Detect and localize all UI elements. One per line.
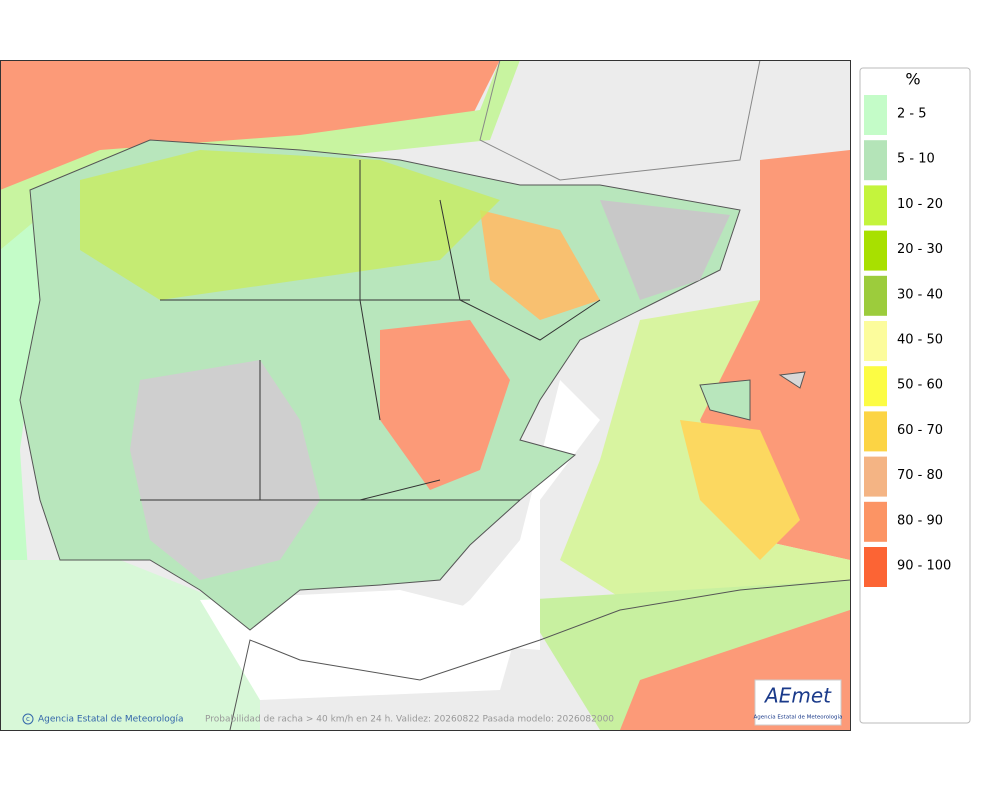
logo-subtitle: Agencia Estatal de Meteorología	[754, 714, 843, 721]
legend-swatch	[864, 366, 887, 407]
logo-name: AEmet	[763, 684, 832, 708]
copyright-c: c	[26, 715, 30, 723]
legend-label: 5 - 10	[897, 152, 935, 167]
legend-label: 30 - 40	[897, 287, 943, 302]
legend-swatch	[864, 230, 887, 271]
credit: Agencia Estatal de Meteorología	[38, 715, 184, 725]
legend-title: %	[905, 70, 920, 89]
legend-swatch	[864, 321, 887, 361]
legend-items: 2 - 5 5 - 10 10 - 20 20 - 30 30 - 40 40 - 50 5…	[864, 95, 951, 587]
map-frame	[0, 60, 851, 731]
legend-label: 40 - 50	[897, 333, 943, 348]
legend-label: 90 - 100	[897, 559, 951, 574]
legend-label: 60 - 70	[897, 423, 943, 438]
legend-swatch	[864, 411, 887, 452]
legend-label: 80 - 90	[897, 513, 943, 528]
logo-box	[754, 679, 842, 726]
legend-swatch	[864, 95, 887, 135]
legend-swatch	[864, 547, 887, 587]
legend-swatch	[864, 275, 887, 316]
legend-swatch	[864, 456, 887, 497]
legend-label: 50 - 60	[897, 378, 943, 393]
legend-swatch	[864, 140, 887, 181]
legend-label: 2 - 5	[897, 107, 927, 122]
caption: Probabilidad de racha > 40 km/h en 24 h.…	[205, 715, 614, 725]
legend-label: 10 - 20	[897, 197, 943, 212]
legend-label: 70 - 80	[897, 468, 943, 483]
legend-label: 20 - 30	[897, 242, 943, 257]
legend-swatch	[864, 185, 887, 226]
legend-box	[859, 67, 971, 724]
map	[0, 60, 850, 730]
legend-swatch	[864, 501, 887, 542]
copyright-icon	[22, 713, 34, 725]
